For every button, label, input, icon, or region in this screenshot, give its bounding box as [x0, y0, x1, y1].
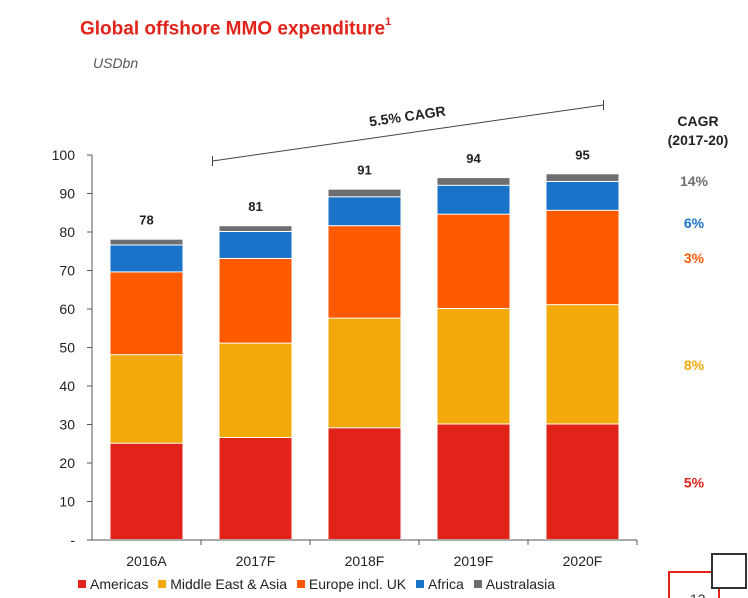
chart-subtitle: USDbn: [93, 55, 139, 71]
bar-segment-africa: [219, 232, 292, 258]
cagr-header-line-2: (2017-20): [667, 132, 729, 148]
cagr-value-label: 6%: [684, 215, 705, 231]
bar-segment-middle-east-asia: [328, 318, 401, 428]
cagr-value-label: 8%: [684, 357, 705, 373]
bar-segment-europe-incl-uk: [219, 258, 292, 343]
bar-segment-americas: [546, 424, 619, 539]
bar-segment-africa: [328, 197, 401, 226]
cagr-value-label: 5%: [684, 474, 705, 490]
chart-title: Global offshore MMO expenditure1: [80, 16, 392, 40]
x-tick-label: 2018F: [345, 553, 385, 569]
legend-swatch: [158, 580, 167, 588]
chart-legend: Americas Middle East & Asia Europe incl.…: [78, 576, 561, 592]
bar-segment-americas: [110, 443, 183, 539]
x-tick-label: 2016A: [126, 553, 167, 569]
bar-total-label: 95: [575, 147, 589, 162]
bar-segment-australasia: [328, 189, 401, 197]
cagr-header: CAGR (2017-20): [652, 112, 744, 150]
bar-segment-europe-incl-uk: [328, 226, 401, 318]
legend-swatch: [296, 580, 305, 588]
legend-item-africa: Africa: [416, 576, 464, 592]
cagr-arrow-line: [212, 104, 604, 162]
bar-total-label: 91: [357, 163, 371, 178]
bar-segment-middle-east-asia: [219, 343, 292, 437]
y-tick-label: 30: [59, 417, 75, 433]
x-tick-label: 2019F: [454, 553, 494, 569]
y-tick-label: 70: [59, 263, 75, 279]
bar-total-label: 78: [139, 213, 153, 228]
bar-segment-australasia: [110, 239, 183, 245]
legend-item-americas: Americas: [78, 576, 148, 592]
bar-segment-americas: [328, 428, 401, 539]
cagr-value-label: 14%: [680, 173, 709, 189]
y-tick-label: 10: [59, 494, 75, 510]
bar-segment-africa: [437, 185, 510, 214]
bar-segment-americas: [437, 424, 510, 539]
bar-total-label: 81: [248, 199, 262, 214]
bar-segment-middle-east-asia: [110, 355, 183, 443]
y-tick-label: 50: [59, 340, 75, 356]
legend-item-australasia: Australasia: [473, 576, 555, 592]
legend-item-europe: Europe incl. UK: [296, 576, 406, 592]
bar-segment-africa: [110, 245, 183, 272]
bar-segment-australasia: [437, 178, 510, 185]
bar-segment-europe-incl-uk: [437, 214, 510, 308]
y-tick-label: 80: [59, 224, 75, 240]
bar-segment-australasia: [546, 174, 619, 181]
page-number: 13: [690, 591, 706, 598]
y-tick-label: 100: [52, 147, 76, 163]
cagr-annotation: 5.5% CAGR: [368, 103, 447, 130]
corner-logo-mark: 13: [668, 553, 747, 598]
legend-swatch: [78, 580, 86, 588]
y-tick-label: 20: [59, 455, 75, 471]
bar-segment-middle-east-asia: [437, 309, 510, 424]
bar-segment-africa: [546, 181, 619, 210]
cagr-value-label: 3%: [684, 250, 705, 266]
bar-segment-europe-incl-uk: [110, 272, 183, 355]
legend-swatch: [473, 580, 482, 588]
x-tick-label: 2017F: [236, 553, 276, 569]
y-tick-label: 90: [59, 186, 75, 202]
legend-swatch: [416, 580, 425, 588]
cagr-header-line-1: CAGR: [677, 113, 719, 129]
y-tick-label: -: [70, 532, 75, 548]
bar-segment-australasia: [219, 226, 292, 231]
bar-segment-americas: [219, 437, 292, 539]
x-tick-label: 2020F: [563, 553, 603, 569]
legend-item-middle-east-asia: Middle East & Asia: [158, 576, 287, 592]
y-tick-label: 40: [59, 378, 75, 394]
y-tick-label: 60: [59, 301, 75, 317]
bar-total-label: 94: [466, 151, 481, 166]
bar-segment-europe-incl-uk: [546, 210, 619, 305]
bar-segment-middle-east-asia: [546, 305, 619, 424]
